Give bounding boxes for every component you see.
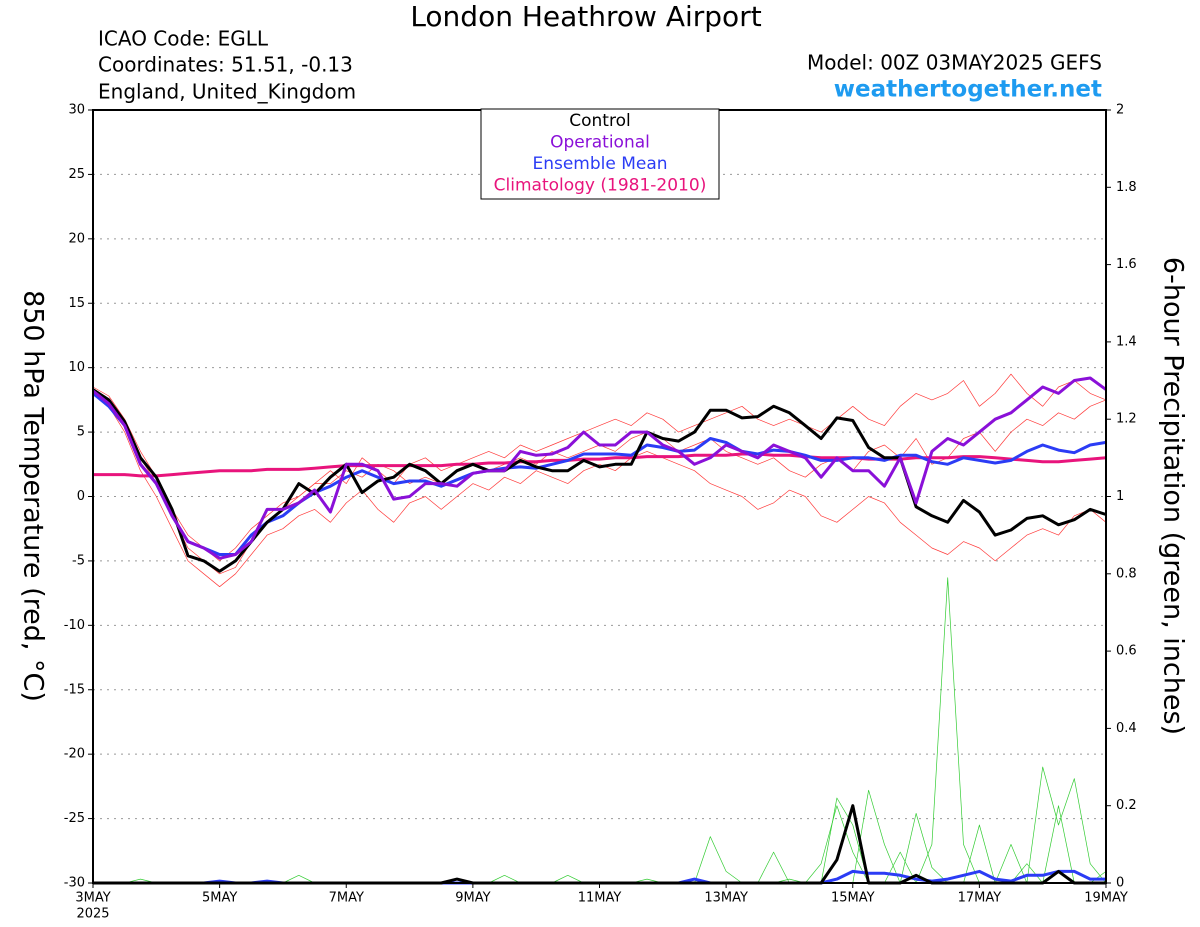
y-tick-label: 15 [68, 296, 85, 311]
legend-box [480, 108, 720, 200]
year-label: 2025 [76, 907, 109, 922]
y-tick-label: -25 [64, 811, 85, 826]
legend-entry: Control [569, 111, 630, 131]
precip-line [93, 869, 1106, 885]
y2-tick-label: 0.8 [1116, 566, 1137, 581]
y2-tick-label: 1.8 [1116, 180, 1137, 195]
x-tick-label: 19MAY [1084, 891, 1128, 906]
temp-line [93, 452, 1107, 478]
legend-entry: Ensemble Mean [532, 154, 667, 174]
x-tick-label: 17MAY [958, 891, 1002, 906]
temp-line [92, 388, 1107, 573]
y2-tick-label: 1.2 [1116, 412, 1137, 427]
x-tick-label: 11MAY [578, 891, 622, 906]
temp-line [92, 392, 1107, 556]
y2-tick-label: 0 [1116, 876, 1124, 891]
y2-tick-label: 1.4 [1116, 334, 1137, 349]
precip-line [93, 577, 1106, 884]
x-tick-label: 9MAY [455, 891, 490, 906]
y-tick-label: 30 [68, 103, 85, 118]
y-tick-label: -20 [64, 747, 85, 762]
precip-line [93, 804, 1106, 885]
site-label: weathertogether.net [834, 77, 1102, 103]
y-tick-label: -10 [64, 618, 85, 633]
temp-line [92, 393, 1107, 588]
y-tick-label: -30 [64, 876, 85, 891]
info-line: Coordinates: 51.51, -0.13 [98, 53, 353, 77]
y2-tick-label: 1 [1116, 489, 1124, 504]
x-tick-label: 3MAY [75, 891, 110, 906]
y-tick-label: 5 [77, 425, 85, 440]
y2-tick-label: 1.6 [1116, 257, 1137, 272]
info-line: ICAO Code: EGLL [98, 27, 269, 51]
y-tick-label: -15 [64, 682, 85, 697]
y2-tick-label: 0.4 [1116, 721, 1137, 736]
y-tick-label: -5 [72, 553, 85, 568]
chart-title: London Heathrow Airport [410, 0, 761, 33]
y2-tick-label: 0.2 [1116, 798, 1137, 813]
plot-area: -30 -25 -20 -15 -10 -5 0 5 10 15 20 25 30 0 0.2 0.4 0.6 0… [64, 103, 1137, 906]
x-tick-label: 7MAY [329, 891, 364, 906]
y-axis-label: 850 hPa Temperature (red, °C) [18, 290, 49, 702]
info-line: England, United_Kingdom [98, 80, 356, 104]
y-tick-label: 0 [77, 489, 85, 504]
y-tick-label: 25 [68, 167, 85, 182]
y2-tick-label: 0.6 [1116, 644, 1137, 659]
temp-line [92, 376, 1107, 560]
precip-line [93, 797, 1107, 884]
legend-entry: Climatology (1981-2010) [494, 176, 707, 196]
precip-line [93, 766, 1107, 884]
legend-entry: Operational [550, 133, 650, 153]
y-tick-label: 10 [68, 360, 85, 375]
y2-axis-label: 6-hour Precipitation (green, inches) [1158, 257, 1189, 735]
x-tick-label: 13MAY [704, 891, 748, 906]
x-tick-label: 15MAY [831, 891, 875, 906]
model-label: Model: 00Z 03MAY2025 GEFS [807, 51, 1102, 75]
y2-tick-label: 2 [1116, 103, 1124, 118]
x-tick-label: 5MAY [202, 891, 237, 906]
y-tick-label: 20 [68, 231, 85, 246]
